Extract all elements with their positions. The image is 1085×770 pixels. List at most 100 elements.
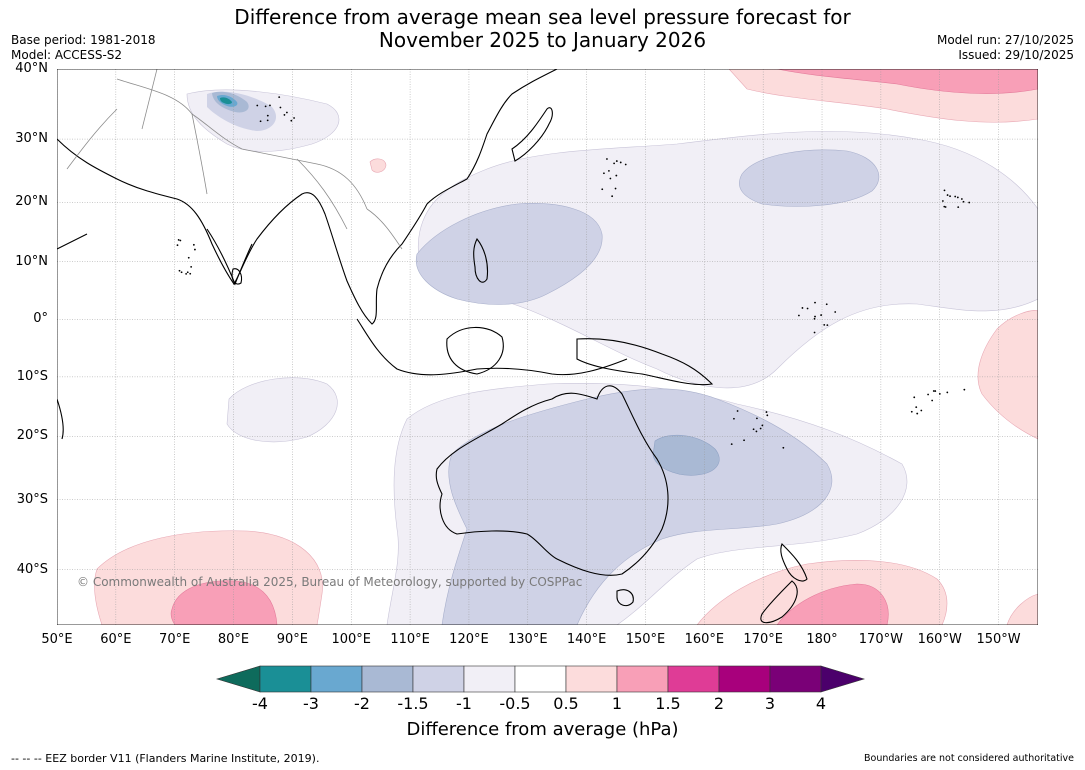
colorbar-tick-label: -2 [354, 694, 370, 713]
latitude-label: 20°N [15, 194, 48, 210]
colorbar-segment [769, 665, 822, 693]
anomaly-positive-mid-southeast [776, 583, 889, 625]
anomaly-positive-light-east [977, 310, 1038, 440]
island-dot [962, 200, 965, 203]
island-dot [743, 439, 745, 442]
anomaly-negative-himalaya-peak [220, 97, 232, 105]
island-dot [813, 317, 816, 320]
island-dot [187, 256, 190, 259]
island-dot [934, 390, 937, 392]
longitude-label: 80°E [217, 632, 250, 647]
colorbar-tick-label: 1 [611, 694, 623, 713]
coastline-japan [511, 107, 553, 162]
island-dot [730, 443, 733, 446]
model-run-date: Model run: 27/10/2025 [936, 33, 1074, 47]
anomaly-positive-mid-north [776, 69, 1038, 94]
island-dot [178, 269, 181, 272]
island-dot [910, 410, 913, 413]
island-dot [269, 104, 271, 107]
island-dot [944, 206, 947, 208]
colorbar-segments [215, 665, 866, 693]
latitude-label: 30°S [16, 491, 48, 507]
island-dot [761, 424, 764, 427]
colorbar-extend-low [215, 665, 261, 693]
colorbar-tick-label: 4 [815, 694, 827, 713]
island-dot [264, 105, 267, 108]
coastline-new-zealand-south [760, 580, 798, 624]
island-dot [194, 248, 196, 251]
island-dot [752, 428, 755, 431]
longitude-label: 160°W [917, 632, 962, 647]
colorbar-tick-label: 0.5 [553, 694, 579, 713]
island-dot [766, 414, 769, 417]
colorbar-tick-label: -0.5 [499, 694, 531, 713]
island-dot [613, 162, 616, 165]
anomaly-shading [94, 69, 1038, 625]
longitude-label: 150°W [976, 632, 1021, 647]
colorbar-segment [667, 665, 720, 693]
island-dot [954, 195, 957, 198]
coastline-australia [435, 385, 669, 576]
coastline-new-zealand-north [780, 543, 808, 582]
island-dot [798, 314, 800, 317]
island-dot [946, 391, 949, 394]
island-dot [266, 119, 269, 122]
colorbar-segment [616, 665, 669, 693]
island-dot [941, 200, 944, 202]
longitude-label: 140°E [566, 632, 607, 647]
island-dot [290, 119, 293, 122]
colorbar-tick-label: -1.5 [397, 694, 429, 713]
island-dot [176, 244, 179, 247]
colorbar-segment [412, 665, 465, 693]
pressure-anomaly-map [57, 69, 1038, 625]
island-dot [611, 195, 614, 198]
longitude-label: 120°E [449, 632, 489, 647]
island-dot [603, 172, 605, 175]
anomaly-negative-mid-north-pacific [739, 149, 880, 207]
island-dot [834, 311, 837, 313]
island-dot [801, 307, 804, 309]
colorbar-extend-high [820, 665, 866, 693]
island-dot [259, 120, 262, 123]
base-period: Base period: 1981-2018 [11, 33, 156, 47]
latitude-label: 0° [33, 311, 48, 327]
colorbar-segment [514, 665, 567, 693]
coastline-india-peninsula [206, 228, 253, 286]
longitude-label: 180° [806, 632, 838, 647]
island-dot [606, 158, 608, 160]
island-dot [192, 243, 195, 246]
island-dot [920, 409, 923, 412]
longitude-label: 90°E [276, 632, 309, 647]
colorbar-segment [718, 665, 771, 693]
longitude-label: 150°E [625, 632, 666, 647]
island-dot [823, 323, 826, 326]
island-dot [601, 188, 604, 191]
island-dot [279, 106, 282, 109]
island-dot [913, 396, 916, 399]
island-dot [927, 393, 930, 396]
longitude-label: 130°E [508, 632, 548, 647]
coastline-new-guinea [576, 338, 714, 386]
island-dot [820, 314, 823, 316]
colorbar-label: Difference from average (hPa) [406, 719, 679, 740]
colorbar-segment [259, 665, 312, 693]
longitude-label: 70°E [159, 632, 191, 647]
latitude-label: 30°N [15, 131, 48, 147]
island-dot [180, 271, 183, 274]
anomaly-negative-light-indian-ocean [226, 377, 338, 443]
island-dot [916, 412, 919, 415]
pacific-islands [176, 96, 971, 449]
colorbar-tick-label: 2 [713, 694, 725, 713]
island-dot [957, 206, 960, 209]
island-dot [782, 446, 785, 449]
colorbar-tick-label: -3 [303, 694, 319, 713]
island-dot [943, 189, 946, 192]
boundaries-disclaimer: Boundaries are not considered authoritat… [864, 753, 1074, 764]
island-dot [179, 239, 182, 242]
island-dot [946, 194, 949, 196]
island-dot [185, 272, 188, 275]
island-dot [956, 196, 959, 199]
longitude-label: 100°E [331, 632, 371, 647]
longitude-label: 60°E [100, 632, 132, 647]
